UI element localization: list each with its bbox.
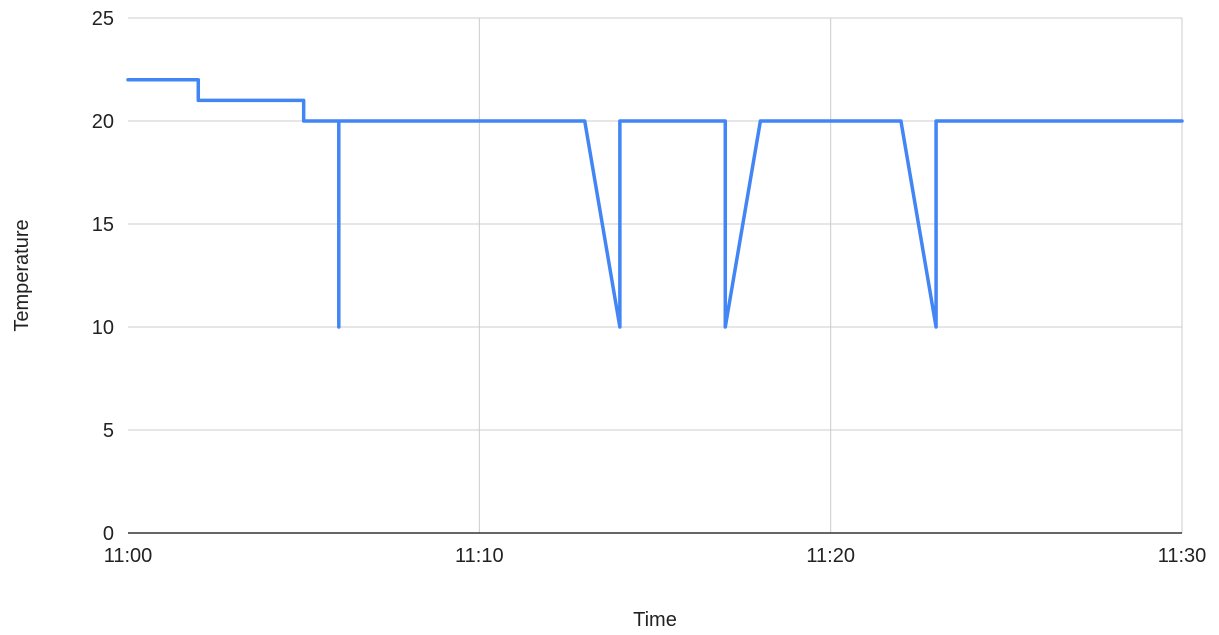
y-tick-label: 5	[103, 420, 114, 442]
series	[126, 78, 1184, 329]
x-tick-label: 11:20	[806, 545, 855, 567]
y-axis-title: Temperature	[11, 219, 33, 331]
tick-labels: 0 5 10 15 20 25 11:00 11:10 11:20 11:30	[92, 8, 1207, 567]
x-tick-label: 11:10	[455, 545, 504, 567]
x-tick-label: 11:30	[1158, 545, 1207, 567]
x-tick-label: 11:00	[104, 545, 153, 567]
temperature-series-line	[126, 78, 1184, 329]
x-axis-title: Time	[633, 609, 677, 631]
y-tick-label: 15	[92, 214, 114, 236]
y-tick-label: 0	[103, 523, 114, 545]
y-tick-label: 25	[92, 8, 114, 30]
y-tick-label: 10	[92, 317, 114, 339]
grid	[128, 17, 1183, 533]
y-tick-label: 20	[92, 111, 114, 133]
